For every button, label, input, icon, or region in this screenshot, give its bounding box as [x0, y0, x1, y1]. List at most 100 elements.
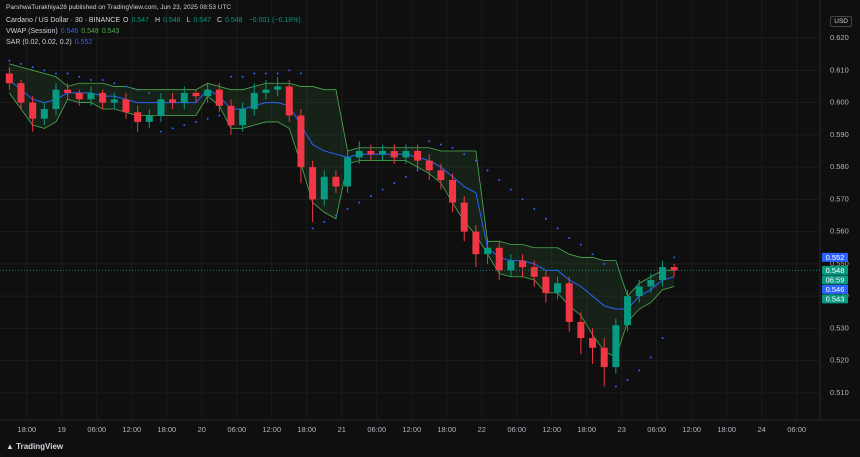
price-tag-label: 0.546	[826, 285, 845, 294]
y-tick-label: 0.550	[830, 259, 849, 268]
sar-dot	[416, 169, 419, 172]
x-tick-label: 06:00	[647, 425, 666, 434]
y-tick-label: 0.590	[830, 130, 849, 139]
sar-dot	[136, 88, 139, 91]
x-tick-label: 22	[478, 425, 486, 434]
x-tick-label: 12:00	[402, 425, 421, 434]
y-tick-label: 0.530	[830, 323, 849, 332]
sar-dot	[556, 227, 559, 230]
x-tick-label: 24	[758, 425, 766, 434]
candle-body	[495, 247, 503, 271]
sar-dot	[579, 243, 582, 246]
price-axis	[820, 0, 860, 420]
y-tick-label: 0.600	[830, 98, 849, 107]
sar-dot	[31, 66, 34, 69]
candle-body	[460, 202, 468, 232]
sar-dot	[276, 72, 279, 75]
sar-dot	[474, 159, 477, 162]
candle-body	[75, 92, 83, 100]
candle-body	[647, 280, 655, 287]
legend-vwap: VWAP (Session) 0.546 0.548 0.543	[6, 27, 122, 36]
x-tick-label: 21	[338, 425, 346, 434]
candle-body	[239, 109, 247, 126]
candle-body	[670, 267, 678, 271]
candle-body	[87, 92, 95, 100]
sar-dot	[498, 179, 501, 181]
candle-body	[297, 115, 305, 168]
sar-dot	[521, 198, 524, 201]
x-tick-label: 06:00	[227, 425, 246, 434]
sar-dot	[66, 72, 69, 75]
y-tick-label: 0.520	[830, 356, 849, 365]
sar-dot	[101, 79, 104, 81]
candle-body	[624, 296, 632, 326]
ohlc-item: C 0.548	[217, 17, 246, 24]
ohlc-item: L 0.547	[187, 17, 214, 24]
candle-body	[344, 157, 352, 187]
x-tick-label: 18:00	[17, 425, 36, 434]
sar-dot	[241, 75, 244, 78]
sar-dot	[591, 253, 594, 256]
x-tick-label: 12:00	[542, 425, 561, 434]
brand-name: TradingView	[16, 442, 64, 451]
candle-body	[554, 283, 562, 293]
candle-body	[635, 286, 643, 297]
x-tick-label: 06:00	[87, 425, 106, 434]
price-tag	[822, 265, 848, 275]
candle-body	[542, 276, 550, 293]
lower-band-line	[9, 92, 675, 359]
candle-body	[52, 89, 60, 110]
sar-dot	[288, 69, 291, 72]
sar-dot	[509, 188, 512, 191]
candle-body	[659, 267, 667, 280]
sar-dot	[183, 124, 186, 127]
vwap-line	[9, 79, 675, 310]
y-tick-label: 0.570	[830, 194, 849, 203]
sar-dot	[439, 143, 442, 146]
candle-body	[180, 92, 188, 103]
publisher: ParshwaTurakhiya28 published on TradingV…	[6, 4, 232, 11]
sar-dot	[159, 130, 162, 133]
sar-dot	[451, 146, 454, 149]
price-tag-label: 0.552	[826, 253, 845, 262]
sar-dot	[113, 82, 116, 85]
sar-dot	[253, 72, 256, 75]
sar-dot	[218, 114, 221, 117]
candle-body	[29, 102, 37, 119]
sar-dot	[428, 140, 431, 143]
candle-body	[390, 150, 398, 158]
ohlc-key: H	[154, 17, 161, 24]
candle-body	[355, 150, 363, 158]
candle-body	[157, 99, 165, 116]
price-tag-label: 0.543	[826, 294, 845, 303]
sar-dot	[358, 201, 361, 204]
indicator-name: VWAP (Session)	[6, 28, 58, 35]
candle-body	[449, 180, 457, 203]
currency-button[interactable]: USD	[830, 16, 852, 27]
change: −0.001 (−0.18%)	[248, 17, 301, 24]
sar-dot	[638, 369, 641, 372]
sar-dot	[229, 75, 232, 78]
candle-body	[250, 92, 258, 110]
sar-dot	[568, 237, 571, 240]
candle-body	[484, 247, 492, 255]
candle-body	[262, 89, 270, 93]
x-tick-label: 20	[198, 425, 206, 434]
x-tick-label: 18:00	[437, 425, 456, 434]
indicator-value: 0.548	[81, 28, 99, 35]
sar-dot	[78, 75, 81, 78]
price-tag-label: 0.548	[826, 266, 845, 275]
candle-body	[519, 260, 527, 268]
sar-dot	[311, 227, 314, 230]
candle-body	[215, 89, 223, 106]
legend-main: Cardano / US Dollar · 30 · BINANCE O 0.547…	[6, 16, 304, 25]
sar-dot	[206, 117, 209, 120]
sar-dot	[404, 175, 407, 178]
candle-body	[274, 86, 282, 90]
candle-body	[530, 267, 538, 277]
x-tick-label: 12:00	[682, 425, 701, 434]
candle-body	[134, 112, 142, 122]
candle-body	[379, 150, 387, 155]
y-tick-label: 0.580	[830, 162, 849, 171]
